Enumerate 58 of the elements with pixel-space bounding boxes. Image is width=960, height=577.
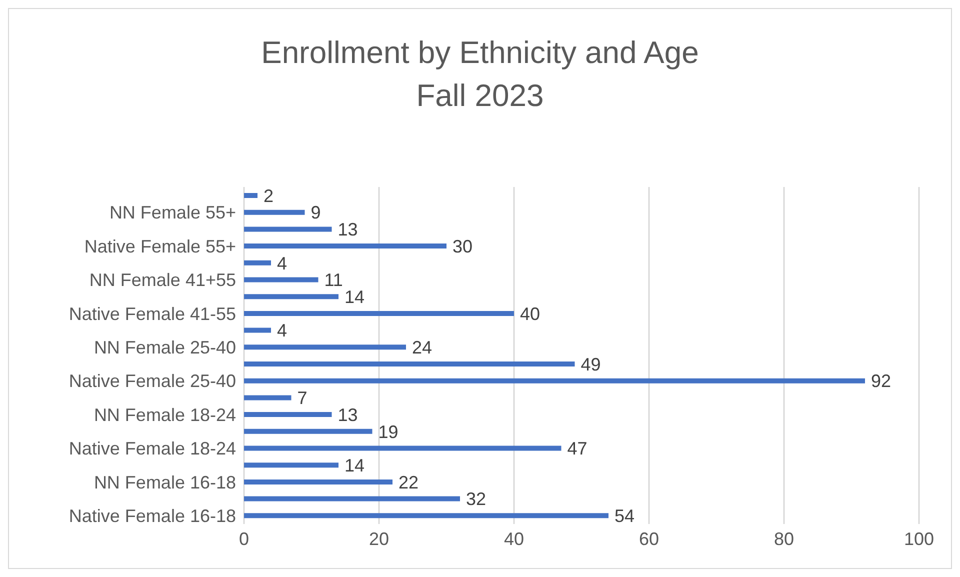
y-tick-label: NN Female 41+55 [89,270,236,290]
data-label: 11 [324,270,343,290]
bar [244,344,406,350]
x-tick-label: 0 [238,528,250,549]
y-tick-label: NN Female 16-18 [94,472,236,492]
data-label: 7 [297,388,308,408]
y-tick-label: Native Female 41-55 [68,304,236,324]
data-label: 47 [567,438,588,459]
bar [244,378,865,384]
bar [244,479,392,484]
y-tick-label: NN Female 55+ [109,202,236,223]
x-tick-label: 20 [368,528,390,549]
data-label: 13 [338,404,358,425]
y-tick-label: Native Female 55+ [84,236,236,256]
x-tick-label: 80 [774,528,794,549]
data-label: 24 [412,338,432,358]
bar [244,446,562,451]
y-tick-label: NN Female 25-40 [94,337,236,358]
data-label: 30 [452,236,473,256]
bar [244,260,271,266]
bar [244,277,318,282]
y-tick-label: Native Female 18-24 [68,438,236,459]
data-label: 32 [466,489,486,510]
y-tick-label: NN Female 18-24 [94,404,236,425]
data-label: 49 [580,354,601,374]
y-tick-label: Native Female 25-40 [68,371,236,392]
data-label: 9 [310,202,321,223]
data-label: 54 [614,506,635,526]
x-tick-label: 100 [904,528,934,549]
data-label: 19 [378,422,398,442]
bar [244,210,305,215]
data-label: 13 [338,220,358,240]
chart-title: Enrollment by Ethnicity and Age [260,34,700,72]
x-tick-label: 60 [638,528,660,549]
data-label: 4 [277,320,288,341]
bar [244,428,372,434]
bar [244,395,292,400]
bar [244,244,446,249]
bar [244,226,332,232]
data-label: 14 [344,455,365,476]
bar [244,294,338,300]
data-label: 92 [871,371,892,392]
y-tick-label: Native Female 16-18 [68,506,236,526]
bar [244,362,575,366]
data-label: 22 [398,472,419,492]
bar [244,462,338,468]
bar [244,193,258,198]
data-label: 14 [344,286,365,307]
bar [244,513,608,518]
data-label: 40 [520,304,540,324]
bar [244,328,271,333]
x-tick-label: 40 [504,528,524,549]
bar [244,310,514,316]
chart-subtitle: Fall 2023 [415,77,545,115]
data-label: 4 [277,253,288,274]
bar [244,496,460,502]
data-label: 2 [264,186,274,206]
bar [244,412,332,418]
